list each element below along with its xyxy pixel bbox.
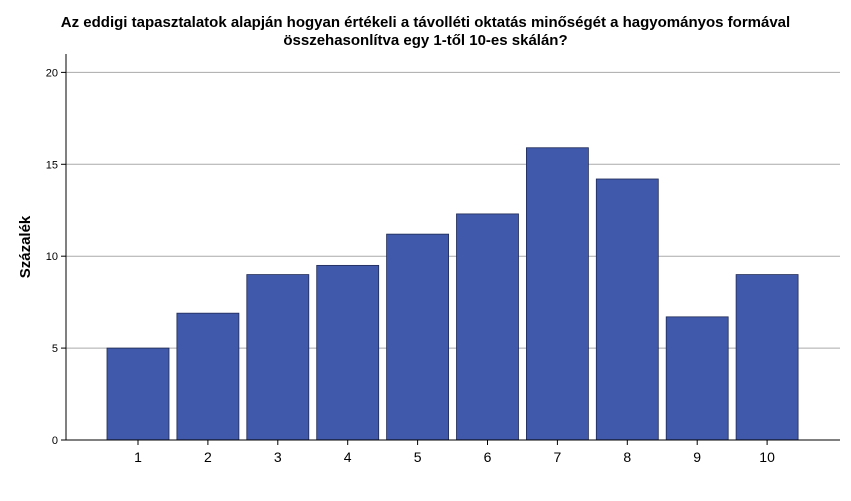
chart-title-line-1: Az eddigi tapasztalatok alapján hogyan é…: [60, 14, 791, 31]
x-tick-label: 8: [623, 449, 631, 465]
y-axis-label: Százalék: [17, 215, 34, 278]
y-tick-label: 20: [46, 67, 58, 79]
y-tick-label: 5: [52, 343, 58, 355]
bar-2: [176, 312, 240, 441]
chart-title: Az eddigi tapasztalatok alapján hogyan é…: [0, 14, 851, 50]
x-tick-label: 7: [554, 449, 562, 465]
y-tick-label: 10: [46, 251, 58, 263]
y-tick-label: 0: [52, 435, 58, 447]
x-tick-label: 10: [759, 449, 775, 465]
bar-10: [735, 274, 799, 441]
x-tick-label: 1: [134, 449, 142, 465]
x-tick-label: 4: [344, 449, 352, 465]
bar-5: [386, 233, 450, 441]
bar-7: [526, 147, 589, 441]
bar-9: [665, 316, 729, 441]
x-tick-label: 6: [484, 449, 492, 465]
bar-3: [246, 274, 310, 441]
x-tick-label: 5: [414, 449, 422, 465]
bar-6: [456, 213, 519, 441]
bar-1: [106, 347, 170, 441]
x-tick-label: 2: [204, 449, 212, 465]
x-tick-label: 3: [274, 449, 282, 465]
chart-title-line-2: összehasonlítva egy 1-től 10-es skálán?: [283, 32, 568, 49]
bar-4: [316, 264, 380, 441]
x-tick-label: 9: [693, 449, 701, 465]
y-tick-label: 15: [46, 159, 58, 171]
bar-8: [595, 178, 659, 441]
